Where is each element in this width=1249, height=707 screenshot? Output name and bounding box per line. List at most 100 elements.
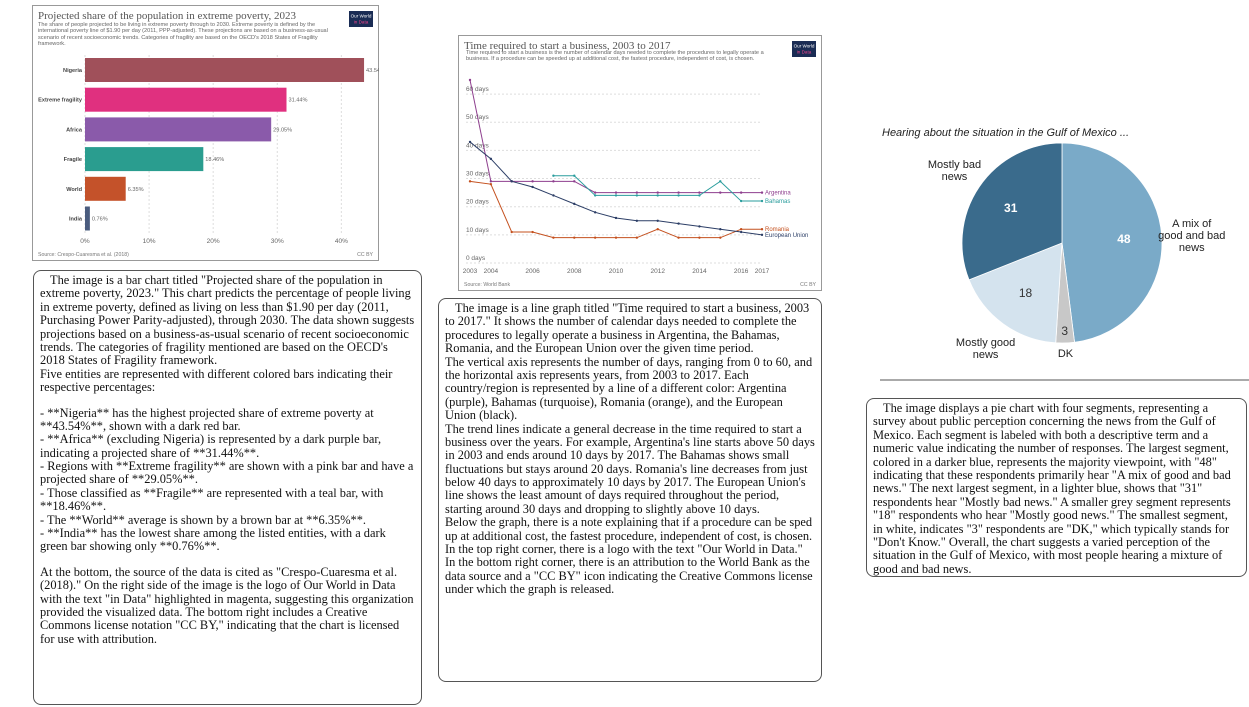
point bbox=[698, 236, 701, 239]
bar bbox=[85, 147, 204, 172]
description-box: The image is a line graph titled "Time r… bbox=[438, 298, 822, 682]
point bbox=[468, 140, 472, 144]
point bbox=[677, 236, 680, 239]
source: Source: Crespo-Cuaresma et al. (2018) bbox=[38, 252, 129, 258]
description-paragraph: - Those classified as **Fragile** are re… bbox=[40, 485, 384, 514]
series-label: Bahamas bbox=[765, 199, 790, 205]
point bbox=[573, 174, 576, 177]
logo-text: Our World bbox=[351, 14, 372, 19]
logo-text: in Data bbox=[354, 20, 369, 25]
license: CC BY bbox=[357, 252, 373, 258]
point bbox=[739, 230, 743, 234]
x-tick-label: 20% bbox=[207, 238, 220, 245]
bar-chart: Projected share of the population in ext… bbox=[32, 5, 379, 261]
point bbox=[573, 180, 576, 183]
point bbox=[531, 230, 534, 234]
point bbox=[677, 222, 680, 225]
description-paragraph: - **Africa** (excluding Nigeria) is repr… bbox=[40, 432, 382, 460]
point bbox=[760, 199, 764, 203]
point bbox=[531, 180, 534, 183]
y-tick-label: 0 days bbox=[466, 255, 486, 262]
point bbox=[698, 194, 701, 197]
bar bbox=[85, 87, 287, 112]
category-label: Extreme fragility bbox=[38, 98, 83, 104]
description-paragraph: Below the graph, there is a note explain… bbox=[445, 515, 813, 543]
x-tick-label: 40% bbox=[335, 238, 348, 245]
point bbox=[593, 194, 597, 197]
value-label: 43.54% bbox=[366, 68, 379, 74]
value-label: 18 bbox=[1019, 286, 1033, 300]
y-tick-label: 60 days bbox=[466, 86, 490, 93]
description-paragraph: The vertical axis represents the number … bbox=[445, 354, 813, 423]
value-label: 31 bbox=[1004, 201, 1018, 215]
pie-chart: Hearing about the situation in the Gulf … bbox=[880, 127, 1249, 381]
value-label: 3 bbox=[1061, 324, 1068, 338]
value-label: 18.46% bbox=[205, 157, 224, 163]
point bbox=[552, 180, 555, 183]
description-paragraph: Five entities are represented with diffe… bbox=[40, 366, 393, 395]
x-tick-label: 10% bbox=[143, 238, 156, 245]
point bbox=[698, 225, 701, 228]
logo-text: Our World bbox=[794, 44, 815, 49]
point bbox=[489, 157, 493, 161]
point bbox=[489, 182, 493, 186]
y-tick-label: 20 days bbox=[466, 199, 490, 206]
point bbox=[739, 191, 743, 194]
chart-subtitle: Time required to start a business is the… bbox=[466, 50, 764, 63]
description-paragraph: In the top right corner, there is a logo… bbox=[445, 542, 813, 597]
point bbox=[760, 233, 764, 237]
point bbox=[593, 236, 597, 239]
point bbox=[635, 191, 639, 194]
chart-title: Projected share of the population in ext… bbox=[38, 10, 297, 22]
point bbox=[719, 191, 722, 194]
logo bbox=[792, 41, 816, 57]
category-label: A mix of good and bad news bbox=[1158, 218, 1225, 254]
value-label: 29.05% bbox=[273, 127, 292, 133]
point bbox=[468, 78, 472, 82]
point bbox=[552, 194, 555, 197]
chart-title: Hearing about the situation in the Gulf … bbox=[882, 127, 1129, 139]
point bbox=[719, 228, 722, 231]
point bbox=[656, 228, 659, 231]
point bbox=[760, 228, 764, 231]
point bbox=[635, 236, 639, 239]
point bbox=[573, 236, 576, 239]
point bbox=[489, 180, 493, 183]
description-paragraph: - Regions with **Extreme fragility** are… bbox=[40, 459, 414, 487]
series-label: Romania bbox=[765, 227, 790, 233]
point bbox=[719, 180, 722, 183]
point bbox=[760, 191, 764, 194]
bar bbox=[85, 117, 272, 142]
x-tick-label: 2014 bbox=[692, 268, 707, 275]
x-tick-label: 2003 bbox=[463, 268, 478, 275]
bar bbox=[85, 58, 365, 82]
y-tick-label: 40 days bbox=[466, 142, 490, 149]
point bbox=[739, 199, 743, 203]
description-paragraph: At the bottom, the source of the data is… bbox=[40, 564, 414, 646]
description-paragraph: The image is a bar chart titled "Project… bbox=[40, 273, 415, 368]
pie-slice bbox=[961, 142, 1063, 281]
description-paragraph: The trend lines indicate a general decre… bbox=[445, 421, 815, 516]
point bbox=[739, 228, 743, 231]
series-label: Argentina bbox=[765, 191, 791, 197]
description-paragraph: The image is a line graph titled "Time r… bbox=[445, 301, 810, 356]
y-tick-label: 30 days bbox=[466, 171, 490, 178]
x-tick-label: 2012 bbox=[650, 268, 665, 275]
point bbox=[677, 191, 680, 194]
x-tick-label: 2010 bbox=[609, 268, 624, 275]
point bbox=[614, 194, 618, 197]
point bbox=[656, 194, 659, 197]
point bbox=[719, 236, 722, 239]
frame bbox=[458, 35, 822, 291]
point bbox=[593, 211, 597, 214]
category-label: World bbox=[66, 187, 82, 193]
category-label: Africa bbox=[66, 127, 83, 133]
value-label: 0.76% bbox=[92, 217, 108, 223]
point bbox=[468, 180, 472, 183]
description-paragraph: - **Nigeria** has the highest projected … bbox=[40, 405, 374, 433]
x-tick-label: 2006 bbox=[525, 268, 540, 275]
pie-slice bbox=[1061, 142, 1163, 343]
x-tick-label: 2016 bbox=[734, 268, 749, 275]
series-label: European Union bbox=[765, 233, 808, 239]
